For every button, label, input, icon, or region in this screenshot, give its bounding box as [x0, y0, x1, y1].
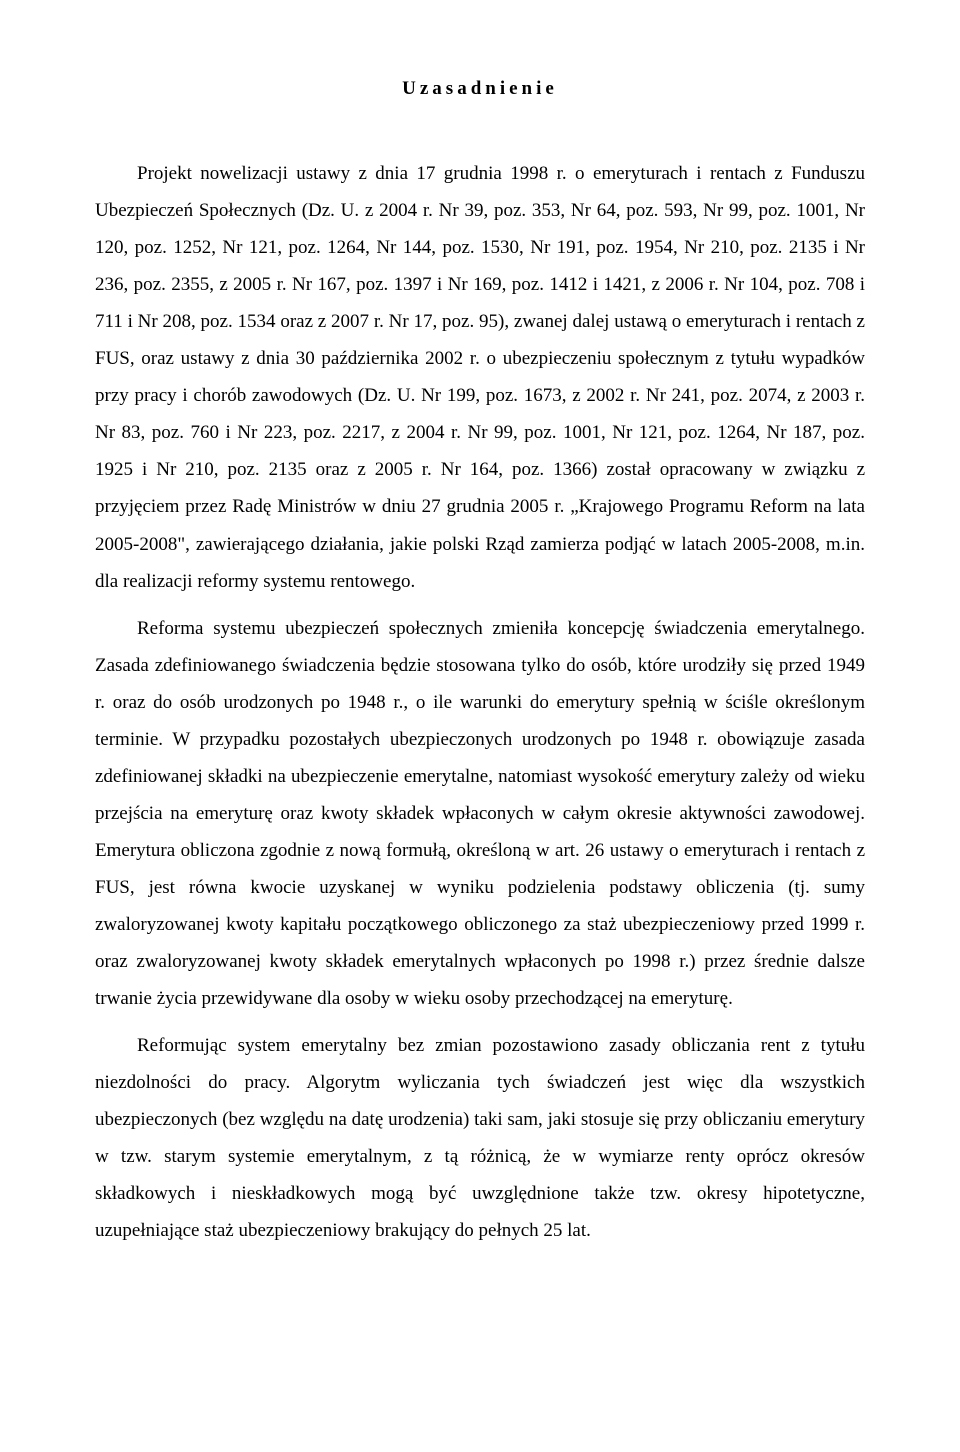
paragraph: Projekt nowelizacji ustawy z dnia 17 gru… — [95, 155, 865, 600]
page-title: Uzasadnienie — [95, 70, 865, 107]
document-page: Uzasadnienie Projekt nowelizacji ustawy … — [0, 0, 960, 1452]
paragraph: Reformując system emerytalny bez zmian p… — [95, 1027, 865, 1249]
paragraph: Reforma systemu ubezpieczeń społecznych … — [95, 610, 865, 1018]
